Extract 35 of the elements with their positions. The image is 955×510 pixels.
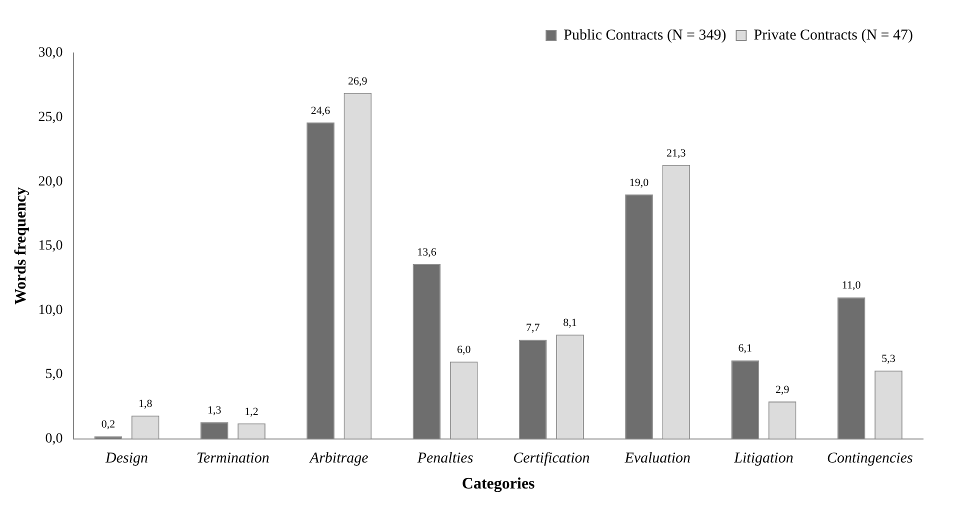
y-tick-label: 5,0 [45,367,63,382]
data-label: 6,1 [738,342,752,355]
x-tick-label: Arbitrage [308,450,369,467]
x-tick-label: Contingencies [827,450,913,467]
data-label: 0,2 [101,418,116,431]
y-tick-label: 25,0 [38,110,63,125]
data-label: 2,9 [775,384,790,396]
data-label: 7,7 [526,322,540,334]
data-label: 21,3 [666,147,686,160]
x-tick-label: Litigation [733,450,794,467]
y-tick-label: 0,0 [45,431,63,446]
y-tick-label: 15,0 [38,238,63,254]
x-tick-label: Termination [196,450,270,467]
legend-label: Public Contracts (N = 349) [564,27,726,44]
x-axis-title: Categories [462,476,535,493]
y-tick-label: 20,0 [38,174,63,190]
data-label: 19,0 [629,176,650,189]
data-label: 24,6 [310,104,331,117]
y-axis-title: Words frequency [12,187,30,305]
data-label: 1,3 [207,404,222,416]
x-tick-label: Penalties [416,450,474,467]
legend-label: Private Contracts (N = 47) [754,27,914,44]
data-label: 5,3 [882,353,896,366]
x-tick-label: Design [104,450,148,467]
data-label: 26,9 [348,75,368,88]
data-label: 1,8 [138,398,153,410]
data-label: 8,1 [563,317,577,330]
data-label: 6,0 [456,344,472,356]
data-label: 13,6 [417,246,437,258]
data-label: 11,0 [842,280,862,292]
y-tick-label: 10,0 [38,302,63,318]
x-tick-label: Certification [513,450,590,467]
data-label: 1,2 [244,406,258,418]
x-tick-label: Evaluation [624,450,691,467]
y-tick-label: 30,0 [38,46,63,61]
